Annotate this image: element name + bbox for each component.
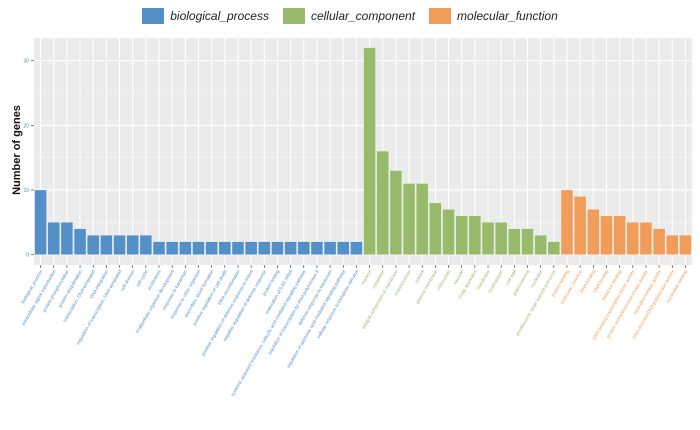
bar xyxy=(323,241,337,255)
bar xyxy=(34,189,47,255)
bar xyxy=(284,241,297,255)
legend-item-cellular-component: cellular_component xyxy=(282,8,416,24)
legend-swatch xyxy=(429,8,452,24)
bar xyxy=(534,235,547,255)
bar xyxy=(166,241,179,255)
bar xyxy=(218,241,231,255)
bar xyxy=(192,241,205,255)
bar xyxy=(574,196,587,255)
bar xyxy=(481,222,495,255)
bar xyxy=(152,241,166,255)
bar xyxy=(113,235,126,255)
bar xyxy=(363,47,376,255)
y-tick-label: 20 xyxy=(23,123,29,129)
x-tick-label: vacuole xyxy=(452,269,464,286)
bar xyxy=(455,215,468,255)
bar xyxy=(613,215,626,255)
bar xyxy=(271,241,284,255)
legend-swatch xyxy=(282,8,305,24)
bar xyxy=(587,209,600,255)
bar xyxy=(297,241,310,255)
x-tick-label: nucleus xyxy=(360,268,373,285)
y-tick-label: 0 xyxy=(26,253,29,259)
bar xyxy=(626,222,639,255)
bar xyxy=(402,183,416,255)
bar xyxy=(429,202,442,255)
x-tick-label: nucleolus xyxy=(529,268,543,288)
bar xyxy=(652,228,666,255)
bar xyxy=(416,183,429,255)
bar xyxy=(468,215,481,255)
legend-label: molecular_function xyxy=(457,9,558,23)
y-axis-title: Number of genes xyxy=(11,105,23,195)
legend: biological_process cellular_component mo… xyxy=(0,8,700,24)
bar xyxy=(666,235,679,255)
bar xyxy=(231,241,245,255)
x-tick-label: cell wall xyxy=(505,269,517,285)
bar xyxy=(350,241,363,255)
bar xyxy=(442,209,455,255)
legend-label: biological_process xyxy=(170,9,269,23)
bar xyxy=(258,241,271,255)
bar xyxy=(87,235,100,255)
y-tick-label: 10 xyxy=(23,188,29,194)
bar xyxy=(508,228,521,255)
bar xyxy=(245,241,258,255)
x-tick-label: cell cycle xyxy=(135,269,149,288)
bar xyxy=(639,222,653,255)
bar xyxy=(47,222,60,255)
bar xyxy=(389,170,403,255)
x-tick-label: cytosol xyxy=(414,269,425,284)
bar xyxy=(205,241,218,255)
legend-item-biological-process: biological_process xyxy=(142,8,269,24)
bar xyxy=(560,189,574,255)
bar xyxy=(521,228,534,255)
legend-item-molecular-function: molecular_function xyxy=(429,8,558,24)
x-tick-label: regulation of transcription by RNA polym… xyxy=(267,269,320,356)
bar xyxy=(337,241,350,255)
bar xyxy=(600,215,613,255)
legend-label: cellular_component xyxy=(310,9,416,23)
y-tick-label: 30 xyxy=(23,59,29,65)
bar xyxy=(126,235,139,255)
bar xyxy=(179,241,192,255)
legend-swatch xyxy=(142,8,165,24)
bar xyxy=(310,241,324,255)
bar xyxy=(100,235,113,255)
bar xyxy=(495,222,508,255)
bar xyxy=(547,241,560,255)
bar xyxy=(60,222,74,255)
bar xyxy=(139,235,152,255)
x-tick-label: chloroplast xyxy=(436,268,452,290)
bar xyxy=(679,235,692,255)
bar xyxy=(73,228,87,255)
bar xyxy=(376,150,389,255)
